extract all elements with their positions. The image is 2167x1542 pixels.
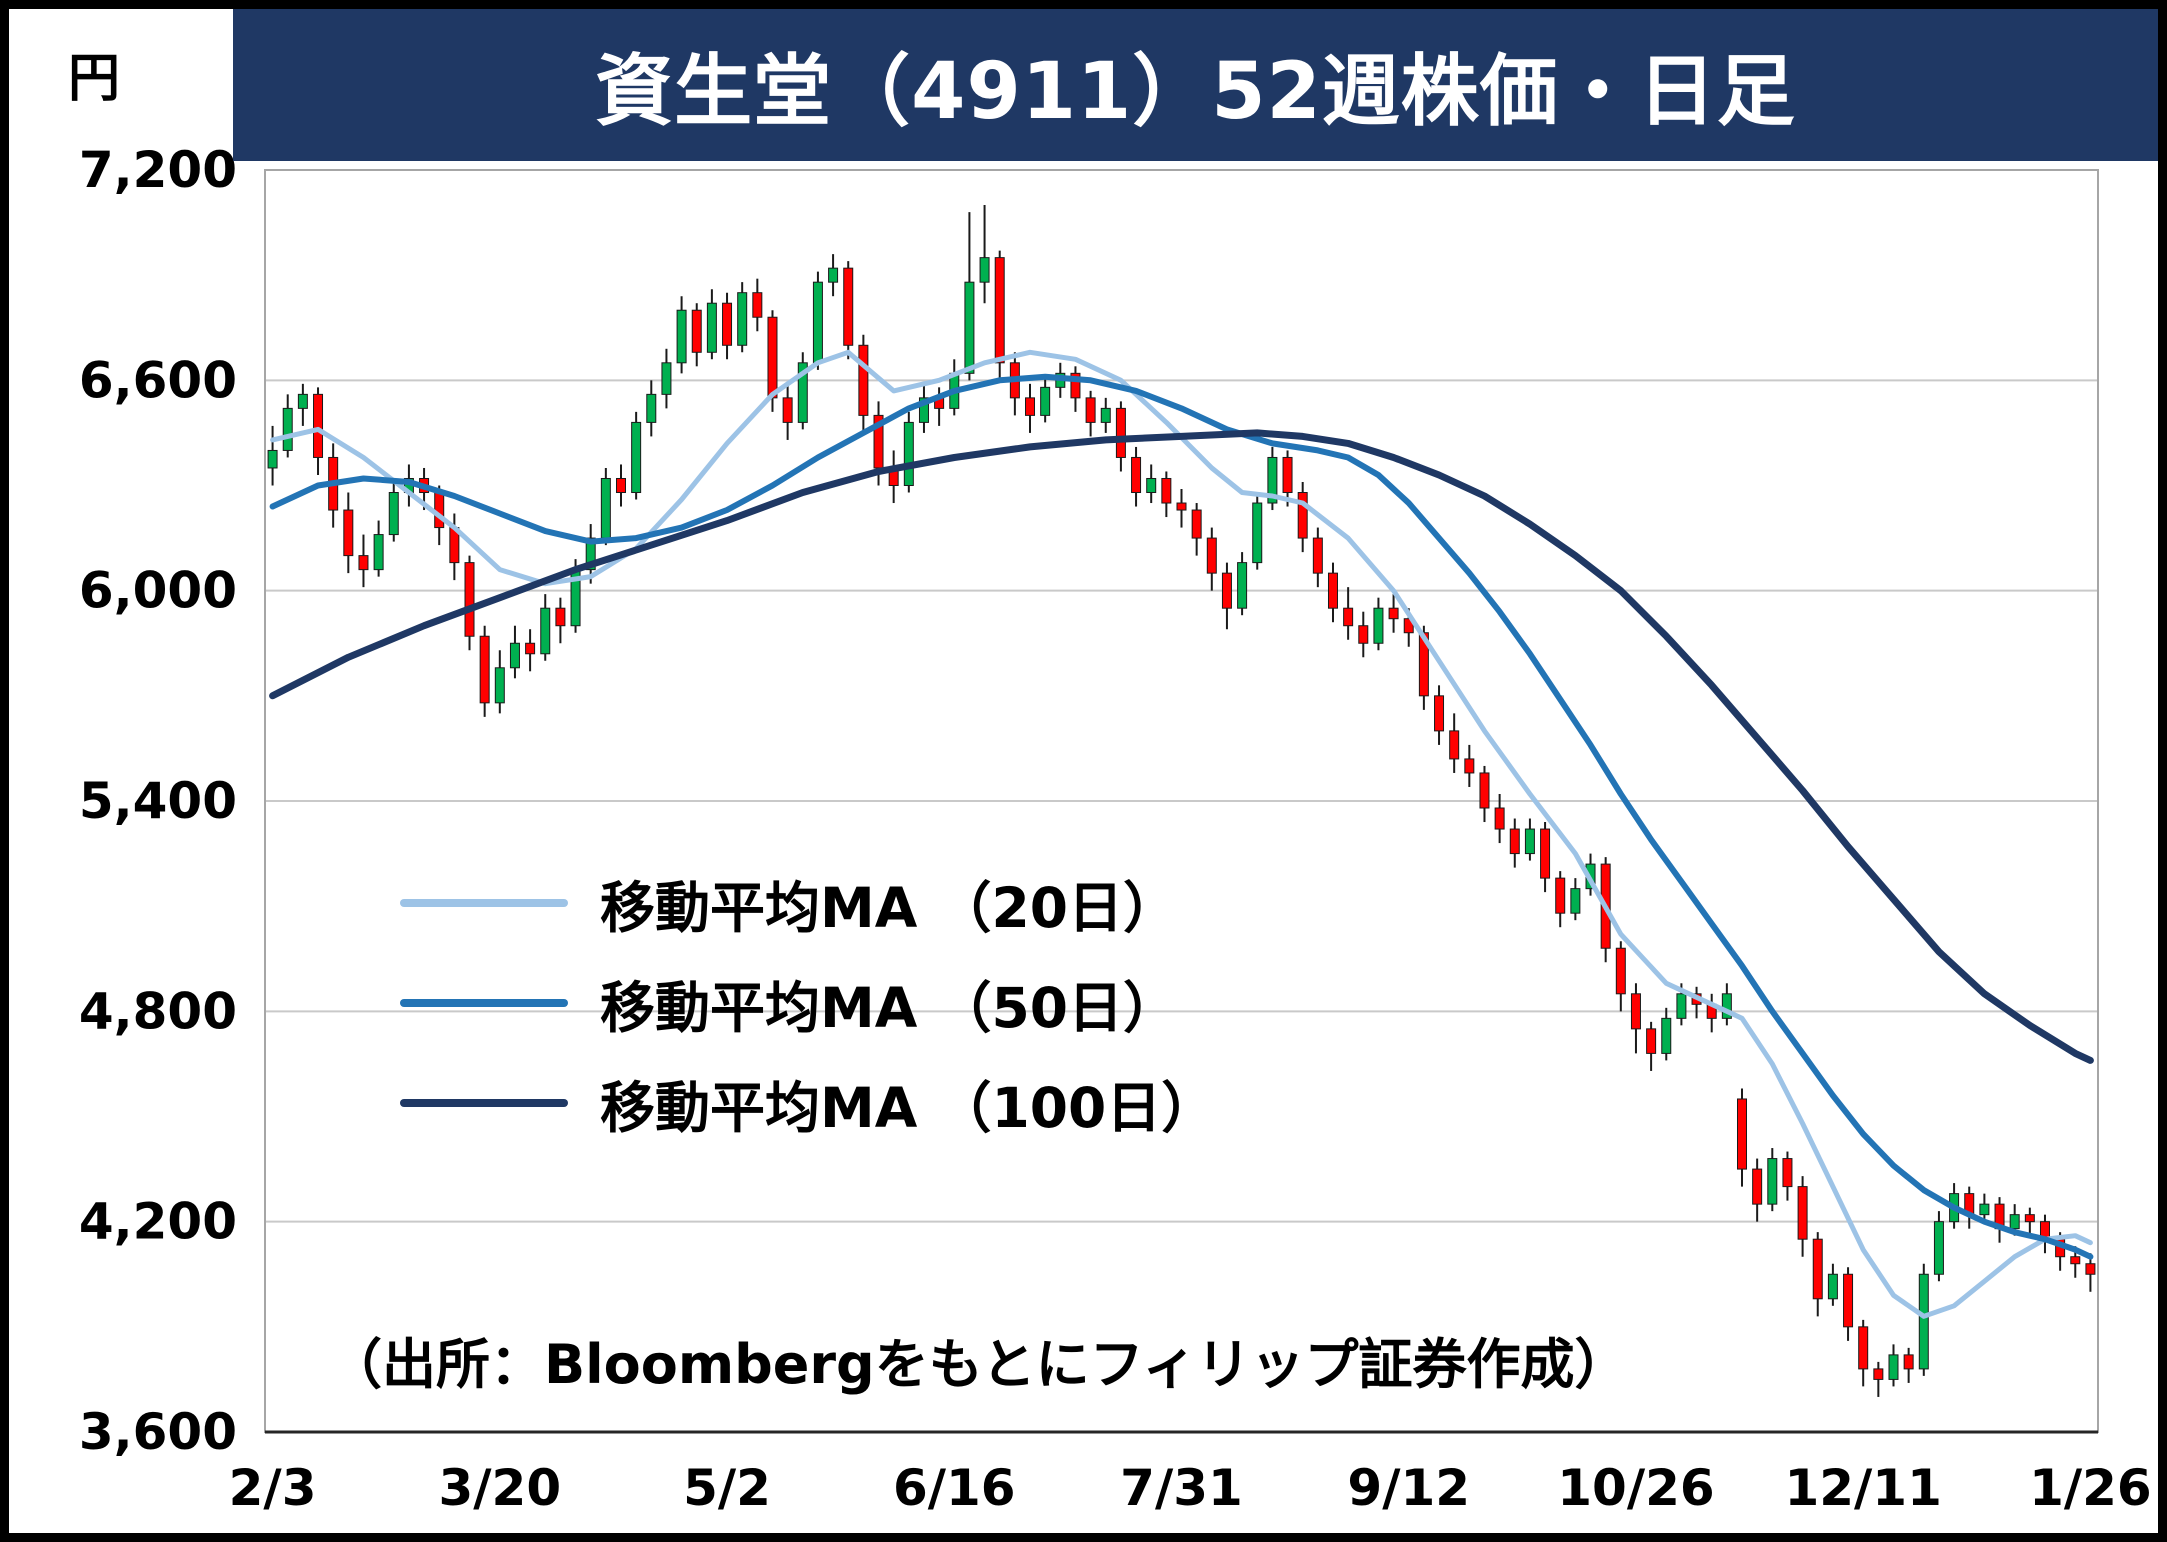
ma20-line-swatch bbox=[400, 899, 568, 907]
x-tick-label: 2/3 bbox=[229, 1459, 317, 1517]
legend-label-ma100: 移動平均MA （100日） bbox=[600, 1076, 1217, 1140]
chart-legend: 移動平均MA （20日） 移動平均MA （50日） 移動平均MA （100日） bbox=[400, 872, 1216, 1140]
y-tick-label: 7,200 bbox=[79, 141, 237, 199]
ma50-line bbox=[269, 373, 2094, 1260]
x-tick-label: 10/26 bbox=[1557, 1459, 1714, 1517]
x-tick-label: 9/12 bbox=[1347, 1459, 1470, 1517]
y-tick-label: 5,400 bbox=[79, 772, 237, 830]
legend-label-ma50: 移動平均MA （50日） bbox=[600, 976, 1178, 1040]
legend-label-ma20: 移動平均MA （20日） bbox=[600, 876, 1178, 940]
x-axis-labels: 2/3 3/20 5/2 6/16 7/31 9/12 10/26 12/11 1/26 bbox=[229, 1459, 2152, 1517]
legend-item-ma50: 移動平均MA （50日） bbox=[400, 972, 1216, 1040]
y-tick-label: 3,600 bbox=[79, 1403, 237, 1461]
source-note: （出所：Bloombergをもとにフィリップ証券作成） bbox=[328, 1333, 1629, 1396]
x-tick-label: 6/16 bbox=[893, 1459, 1016, 1517]
candles bbox=[267, 205, 2096, 1397]
x-tick-label: 12/11 bbox=[1784, 1459, 1941, 1517]
y-tick-label: 4,800 bbox=[79, 982, 237, 1040]
y-axis-unit-label: 円 bbox=[68, 49, 121, 109]
x-tick-label: 3/20 bbox=[438, 1459, 561, 1517]
ma50-line-swatch bbox=[400, 999, 568, 1007]
y-tick-label: 6,600 bbox=[79, 351, 237, 409]
ma100-line bbox=[269, 429, 2094, 1064]
legend-item-ma20: 移動平均MA （20日） bbox=[400, 872, 1216, 940]
chart-title-bar: 資生堂（4911）52週株価・日足 bbox=[233, 9, 2158, 161]
legend-item-ma100: 移動平均MA （100日） bbox=[400, 1072, 1216, 1140]
x-tick-label: 5/2 bbox=[683, 1459, 771, 1517]
gridlines bbox=[265, 169, 2098, 1433]
y-tick-label: 4,200 bbox=[79, 1193, 237, 1251]
x-tick-label: 7/31 bbox=[1120, 1459, 1243, 1517]
ma100-line-swatch bbox=[400, 1099, 568, 1107]
x-tick-label: 1/26 bbox=[2029, 1459, 2152, 1517]
y-axis-labels: 7,200 6,600 6,000 5,400 4,800 4,200 3,600 bbox=[79, 141, 237, 1461]
page-title: 資生堂（4911）52週株価・日足 bbox=[595, 47, 1796, 137]
y-tick-label: 6,000 bbox=[79, 562, 237, 620]
